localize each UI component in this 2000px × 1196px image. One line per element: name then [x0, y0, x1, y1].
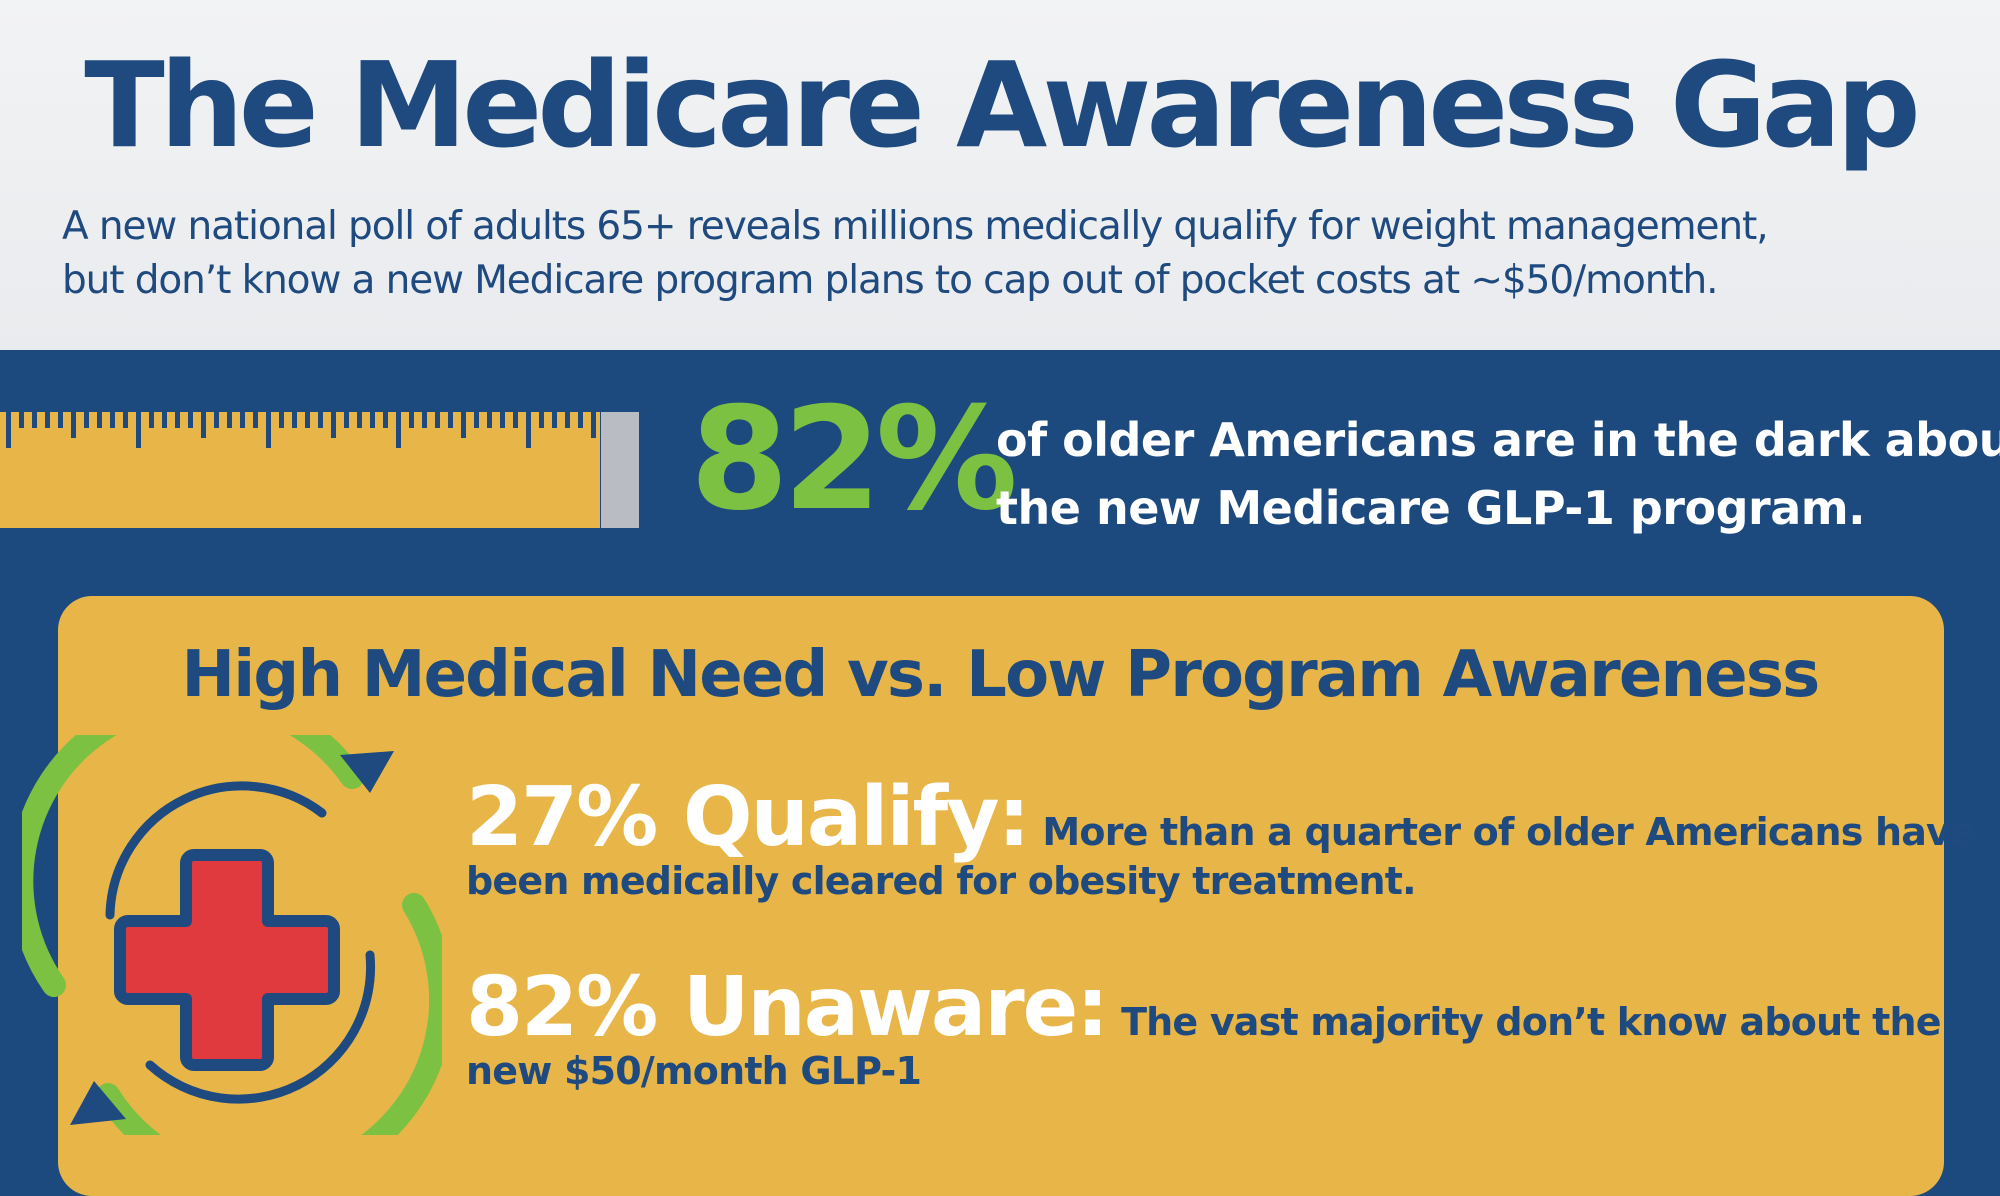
ruler-tick	[279, 412, 284, 428]
ruler-tick	[97, 412, 102, 428]
stat-item-text-line-2: new $50/month GLP-1	[466, 1049, 922, 1093]
ruler-tick	[422, 412, 427, 428]
ruler-tick	[331, 412, 336, 438]
ruler-tick	[136, 412, 141, 448]
ruler-tick	[552, 412, 557, 428]
ruler-tick	[409, 412, 414, 428]
highlight-stat: 82%	[690, 377, 1018, 542]
ruler-tick	[513, 412, 518, 428]
ruler-tick	[318, 412, 323, 428]
ruler-tick	[175, 412, 180, 428]
awareness-panel	[58, 596, 1944, 1196]
stat-item-lead: 27% Qualify:	[466, 770, 1030, 865]
ruler-tick	[292, 412, 297, 428]
ruler-icon	[0, 412, 600, 528]
subtitle-line-1: A new national poll of adults 65+ reveal…	[62, 204, 1769, 249]
stat-item-lead: 82% Unaware:	[466, 960, 1109, 1055]
ruler-tick	[84, 412, 89, 428]
ruler-tick	[227, 412, 232, 428]
stat-item-text-line-1: More than a quarter of older Americans h…	[1042, 810, 1975, 854]
ruler-tick	[201, 412, 206, 438]
ruler-tick	[487, 412, 492, 428]
ruler-tick	[474, 412, 479, 428]
ruler-tick	[253, 412, 258, 428]
page-title: The Medicare Awareness Gap	[84, 36, 1921, 174]
panel-title: High Medical Need vs. Low Program Awaren…	[181, 638, 1821, 712]
stat-item-text-line-2: been medically cleared for obesity treat…	[466, 859, 1417, 903]
ruler-tick	[6, 412, 11, 448]
ruler-tick	[305, 412, 310, 428]
stat-item-qualify: 27% Qualify: More than a quarter of older…	[466, 770, 1976, 903]
ruler-tick	[214, 412, 219, 428]
ruler-tick	[240, 412, 245, 428]
ruler-end-cap	[601, 412, 639, 528]
stat-item-unaware: 82% Unaware: The vast majority don’t know…	[466, 960, 1966, 1093]
ruler-tick	[357, 412, 362, 428]
ruler-tick	[162, 412, 167, 428]
ruler-tick	[188, 412, 193, 428]
ruler-tick	[461, 412, 466, 438]
highlight-text-line-1: of older Americans are in the dark about	[996, 413, 2000, 467]
ruler-tick	[448, 412, 453, 428]
ruler-tick	[123, 412, 128, 428]
ruler-tick	[32, 412, 37, 428]
ruler-tick	[110, 412, 115, 428]
ruler-tick	[526, 412, 531, 448]
stat-item-text-line-1: The vast majority don’t know about the	[1121, 1000, 1941, 1044]
medical-cross-icon	[9, 687, 454, 1193]
ruler-tick	[500, 412, 505, 428]
ruler-tick	[383, 412, 388, 428]
ruler-tick	[149, 412, 154, 428]
ruler-tick	[539, 412, 544, 428]
page-subtitle: A new national poll of adults 65+ reveal…	[62, 200, 1962, 308]
subtitle-line-2: but don’t know a new Medicare program pl…	[62, 258, 1719, 303]
ruler-tick	[565, 412, 570, 428]
ruler-tick	[19, 412, 24, 428]
ruler-tick	[396, 412, 401, 448]
ruler-tick	[578, 412, 583, 428]
ruler-tick	[45, 412, 50, 428]
ruler-tick	[344, 412, 349, 428]
ruler-tick	[591, 412, 596, 438]
ruler-tick	[58, 412, 63, 428]
ruler-tick	[71, 412, 76, 438]
ruler-tick	[370, 412, 375, 428]
highlight-text-line-2: the new Medicare GLP-1 program.	[996, 481, 1866, 535]
header: The Medicare Awareness Gap A new nationa…	[0, 0, 2000, 350]
ruler-tick	[266, 412, 271, 448]
ruler-tick	[435, 412, 440, 428]
highlight-text: of older Americans are in the dark about…	[996, 406, 2000, 542]
